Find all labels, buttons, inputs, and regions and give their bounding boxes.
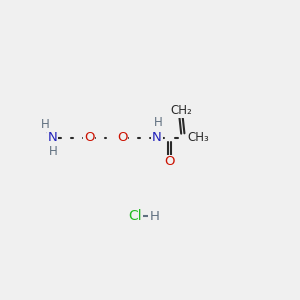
Text: H: H [149,210,159,223]
Text: H: H [41,118,50,131]
Text: Cl: Cl [128,209,142,223]
Text: O: O [164,155,175,168]
Text: N: N [152,131,162,144]
Text: CH₂: CH₂ [170,104,192,117]
Text: CH₃: CH₃ [188,131,209,144]
Text: O: O [117,131,128,144]
Text: H: H [154,116,163,129]
Text: N: N [48,131,58,144]
Text: O: O [84,131,94,144]
Text: H: H [49,146,57,158]
